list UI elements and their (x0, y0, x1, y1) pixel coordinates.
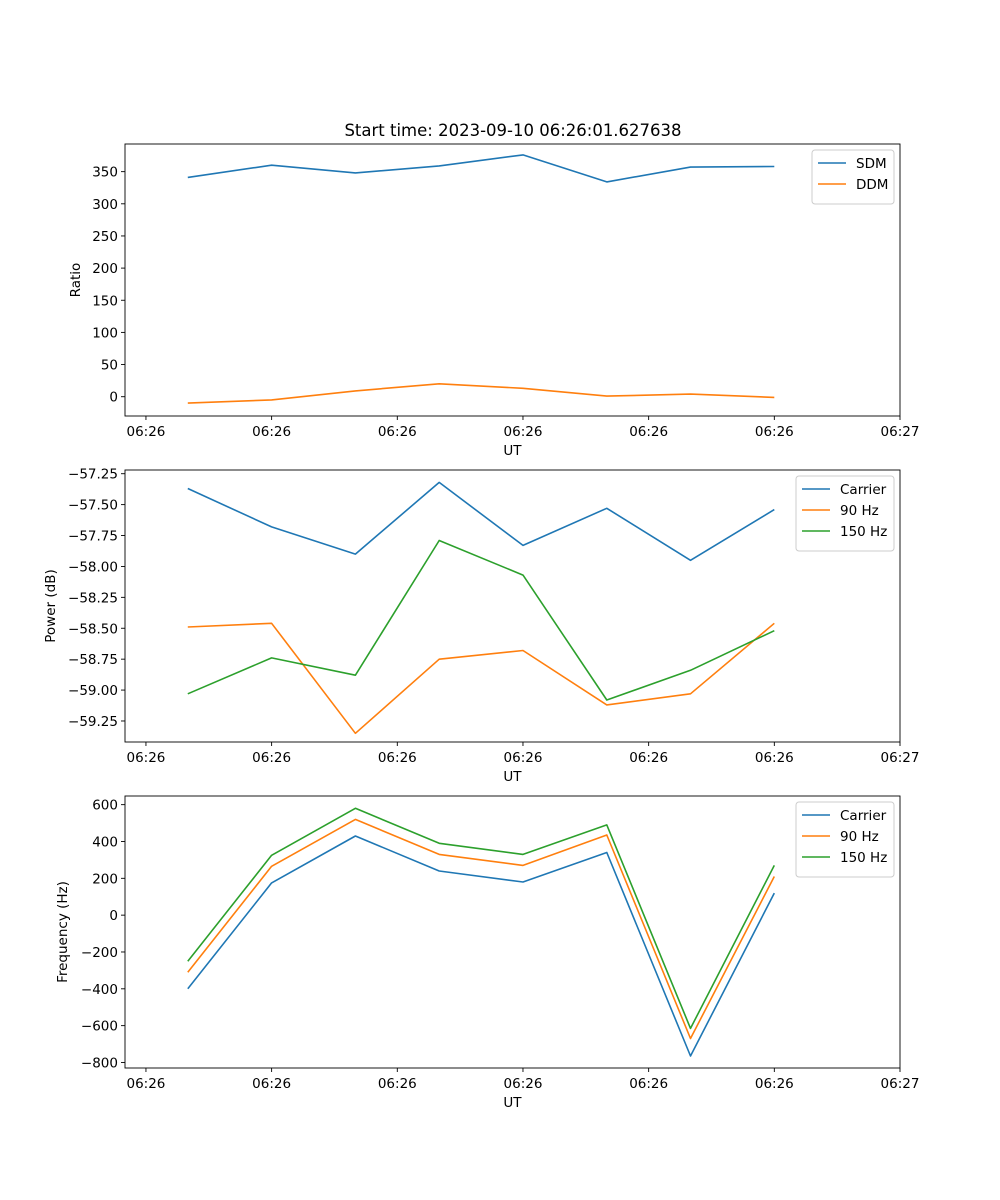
ratio-y-tick-label: 150 (92, 293, 118, 309)
frequency-x-axis-label: UT (503, 1095, 522, 1111)
ratio-y-tick-label: 100 (92, 325, 118, 341)
frequency-y-axis-label: Frequency (Hz) (55, 881, 71, 983)
power-series-carrier-line (187, 481, 775, 562)
frequency-x-tick-label: 06:26 (378, 1076, 417, 1092)
frequency-x-tick-label: 06:26 (126, 1076, 165, 1092)
frequency-y-tick-label: −600 (81, 1019, 118, 1035)
ratio-legend: SDM DDM (811, 149, 895, 205)
frequency-y-tick-label: −800 (81, 1055, 118, 1071)
ratio-y-tick-label: 250 (92, 229, 118, 245)
frequency-y-tick-label: 400 (92, 834, 118, 850)
frequency-x-tick-label: 06:26 (755, 1076, 794, 1092)
power-y-axis-label: Power (dB) (43, 569, 59, 642)
power-y-tick-label: −59.00 (68, 683, 118, 699)
ratio-axes-frame (124, 143, 901, 417)
frequency-y-tick-label: 0 (109, 908, 118, 924)
ratio-x-tick-label: 06:26 (755, 424, 794, 440)
power-y-tick-label: −59.25 (68, 714, 118, 730)
frequency-legend-label: Carrier (840, 808, 887, 824)
frequency-x-tick-label: 06:26 (504, 1076, 543, 1092)
ratio-legend-label: SDM (856, 156, 887, 172)
frequency-legend: Carrier 90 Hz 150 Hz (795, 801, 895, 878)
frequency-y-tick-label: 200 (92, 871, 118, 887)
frequency-legend-label: 90 Hz (840, 829, 879, 845)
ratio-panel: 06:26 06:26 06:26 06:26 06:26 06:26 06:27 0 50 10… (68, 143, 920, 459)
power-x-tick-label: 06:26 (629, 750, 668, 766)
frequency-series-90-hz-line (187, 818, 776, 1040)
power-x-tick-label: 06:26 (504, 750, 543, 766)
frequency-legend-label: 150 Hz (840, 850, 887, 866)
power-legend: Carrier 90 Hz 150 Hz (795, 475, 895, 552)
chart-title: Start time: 2023-09-10 06:26:01.627638 (344, 121, 681, 140)
power-y-tick-label: −58.50 (68, 621, 118, 637)
ratio-x-tick-label: 06:26 (378, 424, 417, 440)
power-legend-label: 150 Hz (840, 524, 887, 540)
power-x-tick-label: 06:26 (126, 750, 165, 766)
frequency-series-150-hz-line (187, 807, 776, 1030)
power-x-tick-label: 06:26 (378, 750, 417, 766)
ratio-y-tick-label: 350 (92, 165, 118, 181)
ratio-y-tick-label: 50 (101, 358, 118, 374)
power-legend-label: Carrier (840, 482, 887, 498)
power-x-tick-label: 06:27 (881, 750, 920, 766)
frequency-x-tick-label: 06:27 (881, 1076, 920, 1092)
ratio-x-tick-label: 06:26 (504, 424, 543, 440)
ratio-series-ddm-line (187, 382, 775, 404)
power-series-90-hz-line (187, 622, 775, 735)
frequency-x-tick-label: 06:26 (252, 1076, 291, 1092)
ratio-y-tick-label: 300 (92, 197, 118, 213)
ratio-x-tick-label: 06:26 (126, 424, 165, 440)
ratio-x-tick-label: 06:27 (881, 424, 920, 440)
frequency-legend-box (795, 801, 895, 878)
ratio-y-axis-label: Ratio (68, 263, 84, 298)
power-axes-frame (124, 469, 901, 743)
frequency-y-tick-label: −400 (81, 982, 118, 998)
frequency-panel: 06:26 06:26 06:26 06:26 06:26 06:26 06:27 600 40… (55, 795, 920, 1111)
power-y-tick-label: −57.50 (68, 498, 118, 514)
power-panel: 06:26 06:26 06:26 06:26 06:26 06:26 06:27 −57.2… (43, 467, 919, 785)
frequency-y-tick-label: −200 (81, 945, 118, 961)
power-y-tick-label: −57.25 (68, 467, 118, 483)
power-y-tick-label: −57.75 (68, 529, 118, 545)
ratio-x-tick-label: 06:26 (252, 424, 291, 440)
frequency-series-carrier-line (187, 835, 776, 1057)
frequency-x-tick-label: 06:26 (629, 1076, 668, 1092)
power-y-tick-label: −58.25 (68, 590, 118, 606)
ratio-x-tick-label: 06:26 (629, 424, 668, 440)
power-y-tick-label: −58.00 (68, 559, 118, 575)
ratio-legend-label: DDM (856, 177, 888, 193)
power-legend-box (795, 475, 895, 552)
power-x-axis-label: UT (503, 769, 522, 785)
power-x-tick-label: 06:26 (252, 750, 291, 766)
frequency-y-tick-label: 600 (92, 798, 118, 814)
ratio-series-sdm-line (187, 154, 775, 183)
frequency-axes-frame (124, 795, 901, 1069)
ratio-y-tick-label: 0 (109, 390, 118, 406)
ratio-y-tick-label: 200 (92, 261, 118, 277)
ratio-x-axis-label: UT (503, 443, 522, 459)
power-legend-label: 90 Hz (840, 503, 879, 519)
power-x-tick-label: 06:26 (755, 750, 794, 766)
power-series-150-hz-line (187, 539, 775, 701)
power-y-tick-label: −58.75 (68, 652, 118, 668)
